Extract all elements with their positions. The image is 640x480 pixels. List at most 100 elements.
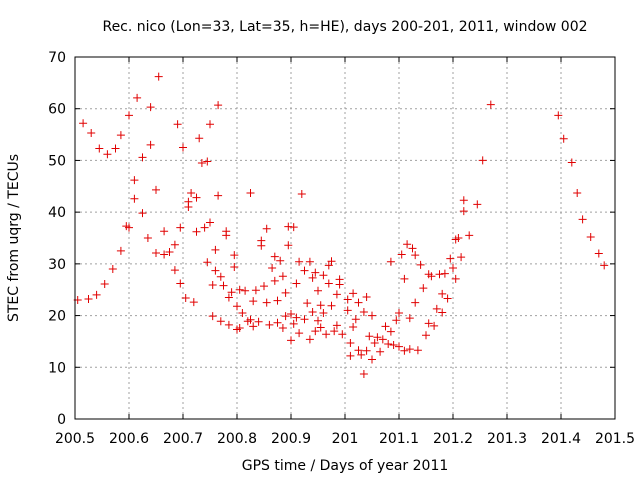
- data-point: [440, 269, 449, 278]
- x-tick-label: 201.3: [487, 431, 527, 447]
- data-point: [154, 72, 163, 81]
- y-tick-label: 20: [48, 309, 66, 325]
- data-point: [403, 240, 412, 249]
- data-point: [578, 215, 587, 224]
- data-point: [573, 189, 582, 198]
- data-point: [200, 223, 209, 232]
- data-point: [346, 351, 355, 360]
- data-point: [435, 270, 444, 279]
- data-point: [454, 234, 463, 242]
- data-point: [443, 294, 452, 303]
- data-point: [111, 144, 120, 153]
- data-point: [311, 268, 320, 277]
- data-point: [208, 281, 217, 290]
- data-point: [332, 290, 341, 299]
- data-point: [438, 308, 447, 317]
- data-point: [457, 253, 466, 262]
- data-point: [278, 323, 287, 332]
- data-point: [100, 280, 109, 289]
- data-point: [459, 207, 468, 216]
- data-point: [343, 306, 352, 315]
- x-tick-label: 201.5: [595, 431, 635, 447]
- data-point: [130, 176, 139, 185]
- data-point: [478, 156, 487, 165]
- data-point: [224, 293, 233, 302]
- ticks-layer: [74, 56, 616, 420]
- data-point: [268, 263, 277, 272]
- data-point: [362, 346, 371, 355]
- data-point: [192, 193, 201, 202]
- data-point: [246, 189, 255, 198]
- data-point: [249, 322, 258, 331]
- data-point: [314, 316, 322, 325]
- data-point: [262, 298, 271, 307]
- data-point: [192, 227, 201, 236]
- data-point: [254, 317, 263, 326]
- data-point: [305, 335, 314, 344]
- data-point: [295, 329, 304, 338]
- data-point: [395, 342, 403, 351]
- grid-layer: [75, 57, 615, 419]
- data-point: [365, 332, 374, 341]
- data-point: [92, 290, 101, 299]
- data-point: [170, 266, 179, 275]
- data-point: [79, 119, 88, 128]
- data-point: [203, 258, 212, 267]
- data-point: [473, 200, 482, 209]
- data-point: [176, 279, 185, 288]
- data-point: [143, 234, 152, 242]
- data-point: [319, 308, 328, 317]
- data-point: [138, 153, 147, 162]
- data-point: [260, 282, 268, 291]
- data-point: [287, 336, 295, 345]
- data-point: [273, 318, 282, 327]
- data-point: [413, 346, 422, 355]
- data-point: [349, 322, 358, 331]
- data-point: [206, 120, 214, 129]
- data-point: [195, 134, 204, 143]
- data-point: [138, 209, 147, 218]
- data-point: [322, 330, 331, 339]
- data-point: [389, 341, 398, 350]
- data-point: [308, 307, 317, 316]
- data-point: [400, 346, 409, 355]
- data-point: [586, 232, 595, 241]
- data-point: [314, 286, 322, 295]
- data-point: [349, 289, 358, 298]
- data-point: [303, 299, 312, 308]
- data-point: [411, 251, 420, 260]
- y-tick-label: 40: [48, 205, 66, 221]
- data-point: [316, 323, 325, 332]
- data-point: [241, 286, 250, 295]
- data-point: [287, 310, 295, 319]
- data-point: [327, 257, 336, 266]
- data-point: [427, 272, 436, 281]
- data-point: [559, 134, 568, 143]
- data-point: [308, 273, 317, 282]
- data-point: [84, 295, 93, 304]
- data-point: [289, 319, 298, 328]
- data-point: [87, 129, 96, 138]
- data-point: [368, 355, 376, 364]
- x-tick-label: 200.9: [271, 431, 311, 447]
- x-axis-label: GPS time / Days of year 2011: [242, 458, 449, 474]
- data-point: [395, 308, 403, 317]
- data-point: [219, 281, 228, 290]
- x-tick-label: 201: [332, 431, 359, 447]
- data-point: [284, 222, 293, 231]
- data-point: [324, 279, 333, 288]
- data-point: [449, 263, 457, 272]
- data-point: [332, 321, 341, 330]
- y-tick-label: 0: [57, 412, 66, 428]
- data-point: [594, 249, 603, 258]
- data-point: [368, 311, 376, 320]
- data-point: [386, 327, 395, 336]
- data-point: [227, 288, 236, 297]
- data-point: [233, 302, 241, 311]
- data-point: [146, 103, 155, 112]
- data-point: [230, 262, 239, 271]
- data-point: [211, 245, 220, 254]
- data-point: [438, 289, 447, 298]
- data-point: [424, 319, 433, 328]
- data-point: [295, 257, 304, 266]
